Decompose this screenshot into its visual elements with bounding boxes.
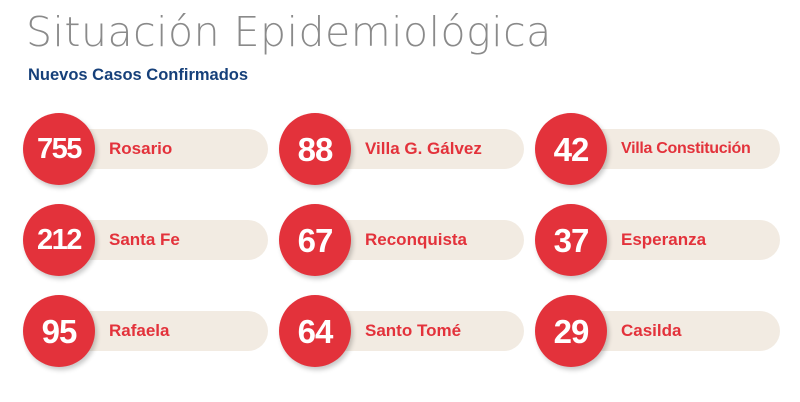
case-card-santa-fe: 212 Santa Fe: [23, 204, 268, 276]
city-name: Esperanza: [621, 230, 707, 249]
city-name: Villa Constitución: [621, 140, 751, 157]
city-name: Rafaela: [109, 321, 170, 340]
case-card-casilda: 29 Casilda: [535, 295, 780, 367]
count-circle: 64: [279, 295, 351, 367]
count-circle: 95: [23, 295, 95, 367]
count-circle: 67: [279, 204, 351, 276]
case-count: 755: [37, 132, 82, 165]
count-circle: 42: [535, 113, 607, 185]
cases-grid: 755 Rosario 88 Villa G. Gálvez 42 Villa …: [23, 113, 783, 383]
page-title: Situación Epidemiológica: [26, 8, 552, 56]
case-count: 42: [553, 130, 590, 168]
case-count: 88: [297, 130, 334, 168]
count-circle: 88: [279, 113, 351, 185]
case-count: 95: [41, 312, 78, 350]
case-card-villa-g-galvez: 88 Villa G. Gálvez: [279, 113, 524, 185]
count-circle: 212: [23, 204, 95, 276]
city-name: Santo Tomé: [365, 321, 462, 340]
case-card-villa-constitucion: 42 Villa Constitución: [535, 113, 780, 185]
case-count: 64: [297, 312, 334, 350]
city-name: Rosario: [109, 139, 173, 158]
city-name: Santa Fe: [109, 230, 180, 249]
case-card-santo-tome: 64 Santo Tomé: [279, 295, 524, 367]
count-circle: 755: [23, 113, 95, 185]
count-circle: 29: [535, 295, 607, 367]
city-name: Reconquista: [365, 230, 468, 249]
case-card-rafaela: 95 Rafaela: [23, 295, 268, 367]
page-subtitle: Nuevos Casos Confirmados: [28, 66, 249, 84]
case-count: 37: [553, 221, 590, 259]
case-count: 212: [37, 223, 82, 256]
case-count: 29: [553, 312, 590, 350]
case-card-reconquista: 67 Reconquista: [279, 204, 524, 276]
city-name: Villa G. Gálvez: [365, 139, 482, 158]
case-card-esperanza: 37 Esperanza: [535, 204, 780, 276]
count-circle: 37: [535, 204, 607, 276]
city-name: Casilda: [621, 321, 682, 340]
case-card-rosario: 755 Rosario: [23, 113, 268, 185]
case-count: 67: [297, 221, 334, 259]
